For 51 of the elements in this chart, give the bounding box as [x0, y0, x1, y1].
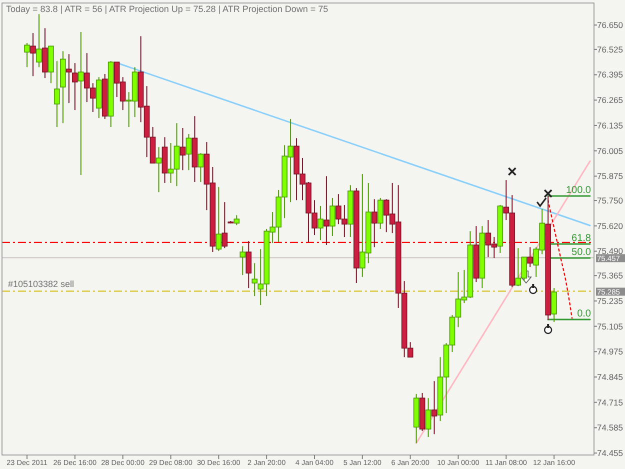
- candlestick: [66, 54, 72, 104]
- candlestick: [216, 186, 222, 252]
- y-tick-label: 76.650: [597, 20, 624, 30]
- y-tick-label: 76.395: [597, 70, 624, 80]
- candlestick: [78, 32, 84, 176]
- y-tick-label: 75.750: [597, 196, 624, 206]
- candlestick: [377, 197, 384, 230]
- y-tick-label: 75.490: [597, 246, 624, 256]
- candlestick: [180, 127, 186, 171]
- candlestick: [186, 134, 192, 171]
- candlestick: [198, 152, 204, 183]
- candlestick: [42, 28, 48, 79]
- candlestick: [425, 398, 432, 438]
- y-tick-label: 75.365: [597, 270, 624, 281]
- candlestick: [30, 32, 36, 77]
- candlestick: [330, 197, 336, 237]
- candlestick: [24, 42, 30, 68]
- y-tick-label: 76.005: [597, 146, 624, 156]
- candlestick: [240, 246, 246, 276]
- annotation: #105103382 sell: [8, 279, 74, 290]
- candlestick: [36, 14, 42, 68]
- y-tick-label: 76.265: [597, 95, 624, 106]
- candlestick: [54, 60, 60, 128]
- y-tick-label: 75.235: [597, 296, 624, 306]
- candlestick: [371, 198, 378, 248]
- series-label: 61.8: [572, 233, 592, 244]
- candlestick: [318, 205, 324, 241]
- candlestick: [222, 202, 228, 249]
- y-tick-label: 74.455: [597, 448, 624, 458]
- candlestick: [324, 176, 330, 246]
- y-tick-label: 74.585: [597, 422, 624, 433]
- candlestick: [156, 146, 162, 193]
- y-tick-label: 75.620: [597, 220, 624, 231]
- candlestick: [72, 62, 78, 111]
- candlestick: [551, 288, 557, 323]
- y-tick-label: 76.525: [597, 44, 624, 54]
- y-tick-label: 75.105: [597, 321, 624, 332]
- chart-title: Today = 83.8 | ATR = 56 | ATR Projection Up = 75.28 | ATR Projection Down = 75: [6, 4, 328, 14]
- series-label: 0.0: [577, 308, 592, 320]
- series-label: 100.0: [566, 185, 592, 196]
- series-label: 50.0: [572, 247, 592, 258]
- candlestick: [234, 214, 240, 226]
- y-tick-label: 74.715: [597, 397, 624, 408]
- candlestick: [252, 262, 258, 297]
- y-tick-label: 76.135: [597, 120, 624, 130]
- candlestick: [527, 246, 534, 268]
- y-tick-label: 74.845: [597, 372, 624, 382]
- y-tick-label: 74.975: [597, 346, 624, 357]
- y-tick-label: 75.875: [597, 171, 624, 182]
- candlestick: [431, 380, 438, 435]
- candlestick: [246, 240, 252, 289]
